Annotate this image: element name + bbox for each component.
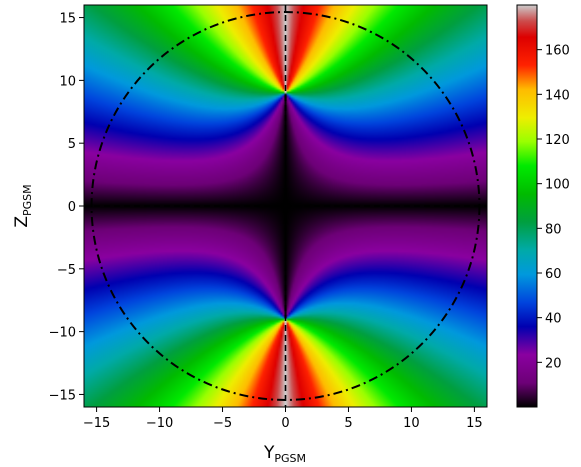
x-axis: −15 −10 −5 0 5 10 15 <box>83 407 483 431</box>
y-tick-label: 0 <box>68 200 76 215</box>
colorbar-tick-label: 60 <box>545 267 562 282</box>
colorbar-tick-label: 80 <box>545 222 562 237</box>
colorbar-tick-label: 20 <box>545 356 562 371</box>
colorbar-tick-label: 40 <box>545 312 562 327</box>
x-tick-label: 0 <box>281 416 289 431</box>
colorbar-tick-label: 140 <box>545 88 570 103</box>
x-tick-label: 15 <box>466 416 483 431</box>
y-axis: −15 −10 −5 0 5 10 15 <box>49 12 84 403</box>
x-axis-label: YPGSM <box>263 443 306 465</box>
x-tick-label: −10 <box>146 416 173 431</box>
x-tick-label: 5 <box>344 416 352 431</box>
y-tick-label: 5 <box>68 137 76 152</box>
y-tick-label: −5 <box>57 263 76 278</box>
y-tick-label: 15 <box>59 12 76 27</box>
colorbar <box>516 4 538 408</box>
colorbar-tick-label: 120 <box>545 133 570 148</box>
y-tick-label: −10 <box>49 326 76 341</box>
y-tick-label: 10 <box>59 74 76 89</box>
colorbar-ticks: 20 40 60 80 100 120 140 160 <box>537 44 570 371</box>
x-tick-label: 10 <box>403 416 420 431</box>
boundary-circle <box>90 11 481 401</box>
y-tick-label: −15 <box>49 388 76 403</box>
colorbar-tick-label: 100 <box>545 178 570 193</box>
y-axis-label: ZPGSM <box>12 184 34 227</box>
colorbar-tick-label: 160 <box>545 44 570 59</box>
x-tick-label: −5 <box>213 416 232 431</box>
x-tick-label: −15 <box>83 416 110 431</box>
